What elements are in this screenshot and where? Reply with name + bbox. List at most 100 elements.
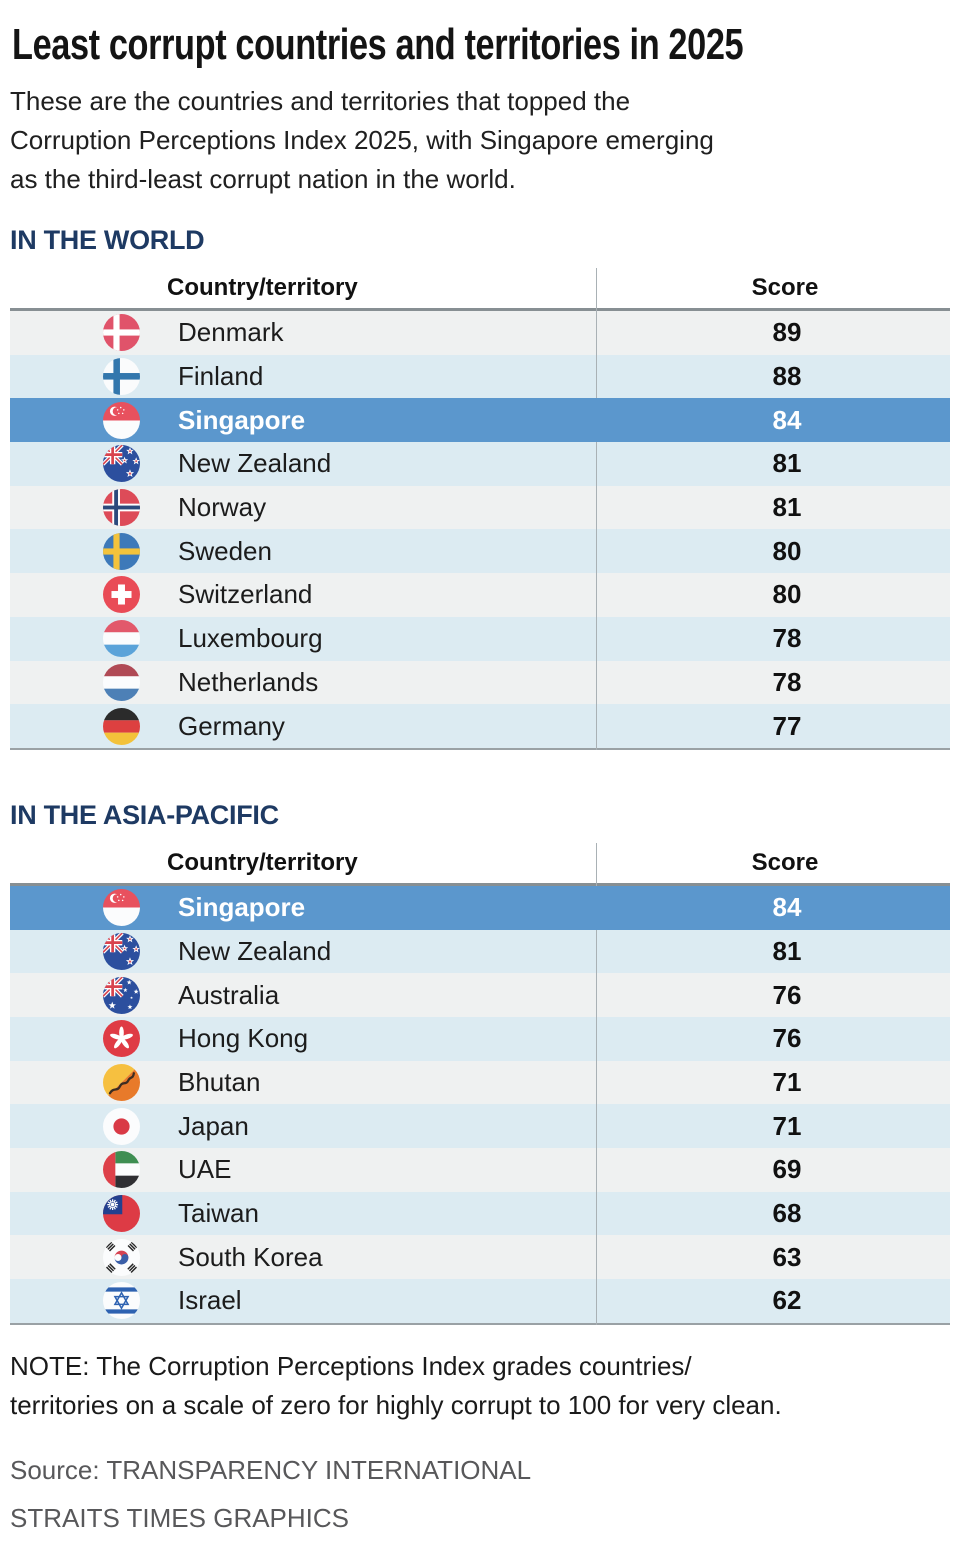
score-value: 80 bbox=[772, 579, 802, 610]
table-row-israel: Israel 62 bbox=[10, 1279, 950, 1323]
flag-icon-hongkong bbox=[103, 1020, 140, 1058]
score-value: 71 bbox=[772, 1066, 802, 1097]
country-label: Netherlands bbox=[178, 666, 319, 697]
table-header: Country/territory Score bbox=[10, 268, 950, 311]
page-subtitle: These are the countries and territories … bbox=[10, 82, 950, 199]
country-label: Taiwan bbox=[178, 1198, 259, 1229]
score-value: 81 bbox=[772, 935, 802, 966]
flag-icon-luxembourg bbox=[103, 620, 140, 658]
country-label: Japan bbox=[178, 1110, 249, 1141]
score-value: 81 bbox=[772, 448, 802, 479]
column-header-country: Country/territory bbox=[167, 274, 358, 301]
score-value: 62 bbox=[772, 1285, 802, 1316]
flag-icon-norway bbox=[103, 489, 140, 527]
flag-icon-newzealand bbox=[103, 932, 140, 970]
source-credit: Source: TRANSPARENCY INTERNATIONAL bbox=[10, 1454, 532, 1485]
flag-icon-uae bbox=[103, 1151, 140, 1189]
table-row-finland: Finland 88 bbox=[10, 354, 950, 399]
flag-icon-germany bbox=[103, 707, 140, 745]
flag-icon-sweden bbox=[103, 532, 140, 570]
table-body: Singapore 84 New Zealand 81 Australia 76 Hon… bbox=[10, 885, 950, 1325]
country-label: UAE bbox=[178, 1154, 232, 1185]
score-value: 63 bbox=[772, 1241, 802, 1272]
country-label: Denmark bbox=[178, 317, 284, 348]
score-value: 89 bbox=[772, 317, 802, 348]
section-heading-asia-pacific: IN THE ASIA-PACIFIC bbox=[10, 799, 279, 830]
table-row-luxembourg: Luxembourg 78 bbox=[10, 616, 950, 661]
country-label: Singapore bbox=[178, 892, 306, 923]
table-body: Denmark 89 Finland 88 Singapore 84 New Zealan… bbox=[10, 311, 950, 750]
table-row-netherlands: Netherlands 78 bbox=[10, 660, 950, 705]
table-row-taiwan: Taiwan 68 bbox=[10, 1191, 950, 1236]
country-label: Australia bbox=[178, 979, 280, 1010]
country-label: Bhutan bbox=[178, 1066, 261, 1097]
score-value: 84 bbox=[772, 404, 802, 435]
score-value: 68 bbox=[772, 1198, 802, 1229]
country-label: Sweden bbox=[178, 535, 272, 566]
score-value: 81 bbox=[772, 492, 802, 523]
page-title: Least corrupt countries and territories … bbox=[12, 20, 744, 69]
subtitle-line: These are the countries and territories … bbox=[10, 86, 631, 116]
column-divider bbox=[596, 268, 597, 750]
table-row-singapore: Singapore 84 bbox=[10, 885, 950, 930]
table-row-newzealand: New Zealand 81 bbox=[10, 442, 950, 486]
column-divider bbox=[596, 842, 597, 1325]
flag-icon-bhutan bbox=[103, 1063, 140, 1101]
subtitle-line: as the third-least corrupt nation in the… bbox=[10, 164, 516, 194]
table-row-switzerland: Switzerland 80 bbox=[10, 573, 950, 617]
table-row-newzealand: New Zealand 81 bbox=[10, 929, 950, 974]
footnote: NOTE: The Corruption Perceptions Index g… bbox=[10, 1347, 950, 1425]
score-value: 84 bbox=[772, 892, 802, 923]
flag-icon-netherlands bbox=[103, 663, 140, 701]
table-row-norway: Norway 81 bbox=[10, 485, 950, 530]
score-value: 88 bbox=[772, 361, 802, 392]
flag-icon-singapore bbox=[103, 889, 140, 927]
table-row-bhutan: Bhutan 71 bbox=[10, 1060, 950, 1105]
section-heading-world: IN THE WORLD bbox=[10, 225, 205, 255]
country-label: Germany bbox=[178, 710, 285, 741]
flag-icon-singapore bbox=[103, 401, 140, 439]
subtitle-line: Corruption Perceptions Index 2025, with … bbox=[10, 125, 714, 155]
country-label: South Korea bbox=[178, 1241, 323, 1272]
table-row-sweden: Sweden 80 bbox=[10, 529, 950, 574]
score-value: 76 bbox=[772, 979, 802, 1010]
country-label: Hong Kong bbox=[178, 1023, 309, 1054]
country-label: Luxembourg bbox=[178, 623, 323, 654]
flag-icon-southkorea bbox=[103, 1238, 140, 1276]
country-label: Israel bbox=[178, 1285, 242, 1316]
flag-icon-taiwan bbox=[103, 1195, 140, 1233]
footnote-line: territories on a scale of zero for highl… bbox=[10, 1389, 782, 1420]
column-header-score: Score bbox=[751, 848, 819, 876]
country-label: Switzerland bbox=[178, 579, 313, 610]
country-label: Norway bbox=[178, 492, 267, 523]
table-header: Country/territory Score bbox=[10, 843, 950, 886]
score-value: 80 bbox=[772, 535, 802, 566]
table-row-denmark: Denmark 89 bbox=[10, 311, 950, 355]
country-label: New Zealand bbox=[178, 935, 332, 966]
score-value: 71 bbox=[772, 1110, 802, 1141]
flag-icon-finland bbox=[103, 358, 140, 396]
table-row-japan: Japan 71 bbox=[10, 1104, 950, 1148]
table-row-singapore: Singapore 84 bbox=[10, 398, 950, 443]
flag-icon-israel bbox=[103, 1282, 140, 1320]
graphics-credit: STRAITS TIMES GRAPHICS bbox=[10, 1502, 350, 1533]
table-row-germany: Germany 77 bbox=[10, 704, 950, 748]
flag-icon-australia bbox=[103, 976, 140, 1014]
score-value: 77 bbox=[772, 710, 802, 741]
country-label: Singapore bbox=[178, 404, 306, 435]
table-row-hongkong: Hong Kong 76 bbox=[10, 1016, 950, 1061]
table-row-australia: Australia 76 bbox=[10, 973, 950, 1017]
table-world: Country/territory Score Denmark 89 Finland… bbox=[10, 268, 950, 750]
flag-icon-japan bbox=[103, 1107, 140, 1145]
column-header-country: Country/territory bbox=[167, 848, 358, 876]
flag-icon-newzealand bbox=[103, 445, 140, 483]
flag-icon-denmark bbox=[103, 314, 140, 352]
country-label: Finland bbox=[178, 361, 264, 392]
country-label: New Zealand bbox=[178, 448, 332, 479]
score-value: 76 bbox=[772, 1023, 802, 1054]
score-value: 69 bbox=[772, 1154, 802, 1185]
table-row-southkorea: South Korea 63 bbox=[10, 1235, 950, 1280]
score-value: 78 bbox=[772, 623, 802, 654]
flag-icon-switzerland bbox=[103, 576, 140, 614]
